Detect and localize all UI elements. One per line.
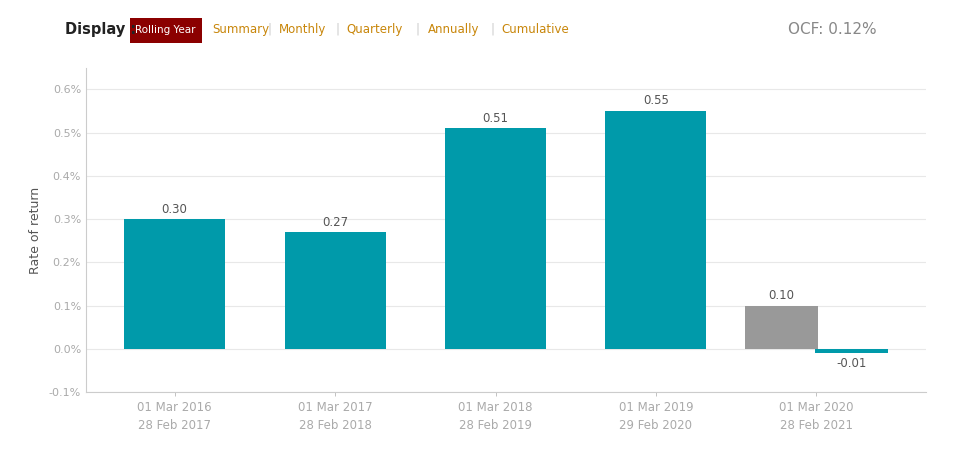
Text: 0.51: 0.51 (482, 112, 508, 125)
Text: Monthly: Monthly (279, 23, 327, 36)
Text: |: | (335, 23, 339, 36)
Bar (816, 349, 888, 354)
Text: Quarterly: Quarterly (347, 23, 403, 36)
Text: 0.27: 0.27 (322, 216, 349, 229)
Text: |: | (267, 23, 272, 36)
Text: -0.01: -0.01 (837, 357, 867, 370)
Text: Summary: Summary (212, 23, 269, 36)
Text: OCF: 0.12%: OCF: 0.12% (788, 22, 877, 37)
Bar (445, 128, 546, 349)
Text: |: | (416, 23, 420, 36)
Bar (124, 219, 225, 349)
Text: Display :: Display : (65, 22, 137, 37)
Text: 0.10: 0.10 (768, 289, 794, 302)
Bar (285, 232, 386, 349)
Y-axis label: Rate of return: Rate of return (29, 186, 42, 274)
Text: Annually: Annually (428, 23, 479, 36)
Bar (605, 111, 707, 349)
Bar (745, 306, 817, 349)
Text: 0.55: 0.55 (643, 94, 668, 107)
Text: |: | (490, 23, 494, 36)
Text: Rolling Year: Rolling Year (136, 25, 196, 36)
Text: Cumulative: Cumulative (501, 23, 569, 36)
Text: 0.30: 0.30 (161, 202, 187, 216)
